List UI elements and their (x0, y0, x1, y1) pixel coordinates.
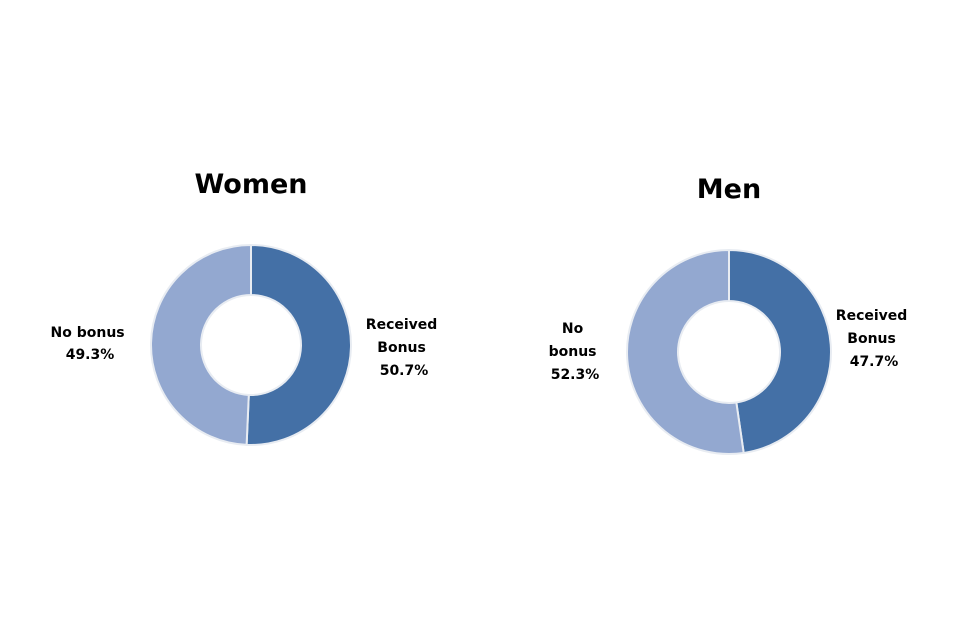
women-nobonus-label: No bonus 49.3% (51, 325, 130, 363)
men-received-label-line2: Bonus (847, 331, 896, 347)
men-slice-no-bonus (626, 248, 745, 455)
men-received-label-line1: Received (836, 308, 908, 324)
men-nobonus-label: No bonus 52.3% (549, 321, 602, 383)
men-slice-received-bonus (728, 248, 832, 455)
men-received-label: Received Bonus 47.7% (836, 308, 912, 370)
women-nobonus-text: No bonus (51, 325, 125, 341)
women-nobonus-value: 49.3% (66, 347, 115, 363)
women-donut (150, 243, 352, 446)
women-received-label-line1: Received (366, 317, 438, 333)
women-received-label: Received Bonus 50.7% (366, 317, 442, 379)
women-slice-no-bonus (150, 243, 252, 446)
women-received-label-line2: Bonus (377, 340, 426, 356)
women-slice-received-bonus (245, 243, 352, 446)
women-title: Women (194, 169, 307, 200)
men-donut (626, 248, 832, 455)
women-received-value: 50.7% (380, 363, 429, 379)
men-nobonus-line2: bonus (549, 344, 597, 360)
men-nobonus-value: 52.3% (551, 367, 600, 383)
men-nobonus-line1: No (562, 321, 584, 337)
men-received-value: 47.7% (850, 354, 899, 370)
men-title: Men (697, 174, 761, 205)
